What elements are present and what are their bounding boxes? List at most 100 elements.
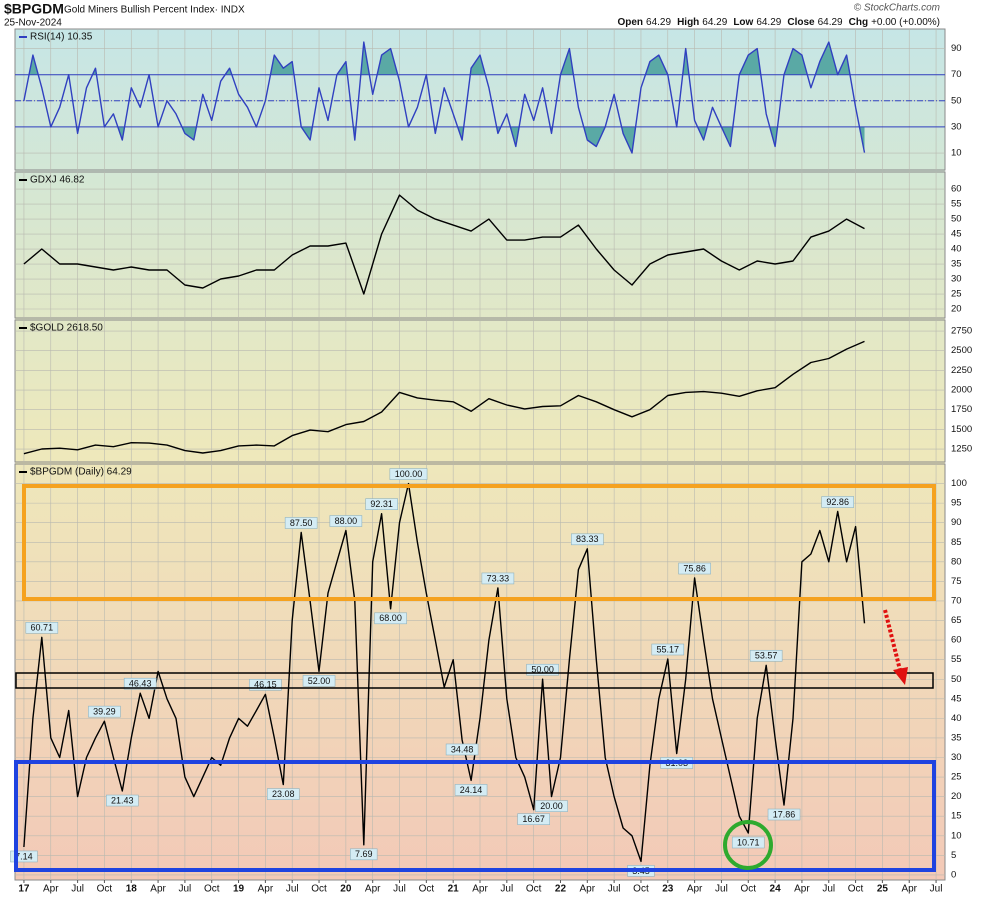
value-label: 16.67: [517, 813, 550, 825]
x-tick-label: Oct: [526, 884, 542, 895]
value-label: 20.00: [535, 800, 568, 812]
y-tick-label: 0: [951, 869, 956, 880]
y-tick-label: 95: [951, 498, 962, 509]
annotations: [14, 484, 936, 872]
value-label-box: [389, 468, 428, 480]
value-label-text: 20.00: [540, 801, 563, 811]
x-tick-label: Apr: [365, 884, 381, 895]
value-label-text: 68.00: [379, 613, 402, 623]
x-tick-label: Oct: [204, 884, 220, 895]
copyright: © StockCharts.com: [854, 3, 940, 14]
quote: Open 64.29 High 64.29 Low 64.29 Close 64.29 Chg +…: [617, 17, 940, 28]
value-label: 100.00: [389, 468, 428, 480]
x-tick-label: Jul: [179, 884, 192, 895]
x-tick-label: Oct: [740, 884, 756, 895]
x-tick-label: Apr: [901, 884, 917, 895]
x-tick-label: 23: [662, 884, 674, 895]
value-label: 75.86: [678, 562, 711, 575]
panel-label: $BPGDM (Daily) 64.29: [30, 467, 132, 478]
value-label: 87.50: [284, 517, 318, 529]
value-label-text: 7.69: [355, 849, 373, 859]
value-label-text: 100.00: [395, 469, 423, 479]
value-label-box: [10, 850, 38, 863]
y-tick-label: 5: [951, 850, 956, 861]
y-tick-label: 10: [951, 830, 962, 841]
panel-label: $GOLD 2618.50: [30, 323, 103, 334]
value-label-box: [454, 784, 488, 796]
series-line: [23, 482, 866, 863]
value-label-text: 23.08: [272, 789, 295, 799]
value-label-text: 46.15: [254, 680, 277, 690]
y-tick-label: 65: [951, 615, 962, 626]
panel-label: GDXJ 46.82: [30, 175, 85, 186]
y-tick-label: 90: [951, 43, 962, 54]
value-label: 7.69: [350, 848, 378, 861]
y-tick-label: 40: [951, 713, 962, 724]
value-label: 83.33: [571, 533, 604, 546]
value-label-box: [535, 800, 568, 812]
value-label: 92.31: [365, 498, 398, 510]
value-label-text: 60.71: [31, 623, 54, 633]
value-label-text: 39.29: [93, 707, 116, 717]
value-label-box: [517, 813, 550, 825]
y-tick-label: 1500: [951, 424, 972, 435]
value-label-box: [302, 675, 336, 687]
x-tick-label: Jul: [822, 884, 835, 895]
value-label-box: [106, 794, 139, 807]
value-label: 39.29: [88, 705, 121, 718]
title: Gold Miners Bullish Percent Index· INDX: [64, 5, 245, 16]
value-label-box: [123, 677, 157, 690]
value-label-text: 92.86: [826, 497, 849, 507]
value-label-text: 17.86: [773, 809, 796, 819]
value-label-box: [731, 836, 765, 849]
date: 25-Nov-2024: [4, 18, 62, 29]
y-tick-label: 30: [951, 121, 962, 132]
quote-label: High: [677, 17, 699, 28]
y-tick-label: 50: [951, 95, 962, 106]
value-label-box: [266, 788, 300, 800]
value-label-text: 88.00: [335, 516, 358, 526]
value-label-box: [25, 622, 59, 634]
value-label-box: [767, 808, 801, 821]
value-label-box: [481, 572, 515, 585]
quote-value: 64.29: [756, 17, 781, 28]
value-label-text: 46.43: [129, 679, 152, 689]
y-tick-label: 35: [951, 259, 962, 270]
value-label-text: 10.71: [737, 837, 760, 847]
value-label-text: 83.33: [576, 534, 599, 544]
y-tick-label: 55: [951, 199, 962, 210]
value-label-box: [350, 848, 378, 861]
value-label: 23.08: [266, 788, 300, 800]
y-tick-label: 50: [951, 214, 962, 225]
value-label: 55.17: [651, 643, 685, 656]
y-tick-label: 2500: [951, 345, 972, 356]
quote-value: 64.29: [702, 17, 727, 28]
black-box: [15, 672, 934, 689]
x-tick-label: 17: [18, 884, 30, 895]
value-label-text: 50.00: [531, 665, 554, 675]
quote-label: Low: [733, 17, 753, 28]
x-tick-label: Oct: [419, 884, 435, 895]
value-label-box: [284, 517, 318, 529]
value-label-box: [749, 649, 783, 662]
value-label: 60.71: [25, 622, 59, 634]
value-label-text: 24.14: [460, 785, 483, 795]
value-label-box: [571, 533, 604, 546]
x-tick-label: Oct: [633, 884, 649, 895]
overbought-fill: [23, 42, 865, 75]
x-tick-label: Jul: [393, 884, 406, 895]
y-tick-label: 80: [951, 556, 962, 567]
value-label-box: [678, 562, 711, 575]
value-label-box: [365, 498, 398, 510]
x-tick-label: Apr: [687, 884, 703, 895]
quote-label: Close: [787, 17, 815, 28]
value-label-box: [651, 643, 685, 656]
y-tick-label: 55: [951, 654, 962, 665]
x-tick-label: Jul: [930, 884, 943, 895]
x-tick-label: Jul: [286, 884, 299, 895]
value-label-text: 73.33: [487, 573, 510, 583]
x-tick-label: 19: [233, 884, 245, 895]
x-tick-label: Apr: [150, 884, 166, 895]
value-label-text: 34.48: [451, 744, 474, 754]
